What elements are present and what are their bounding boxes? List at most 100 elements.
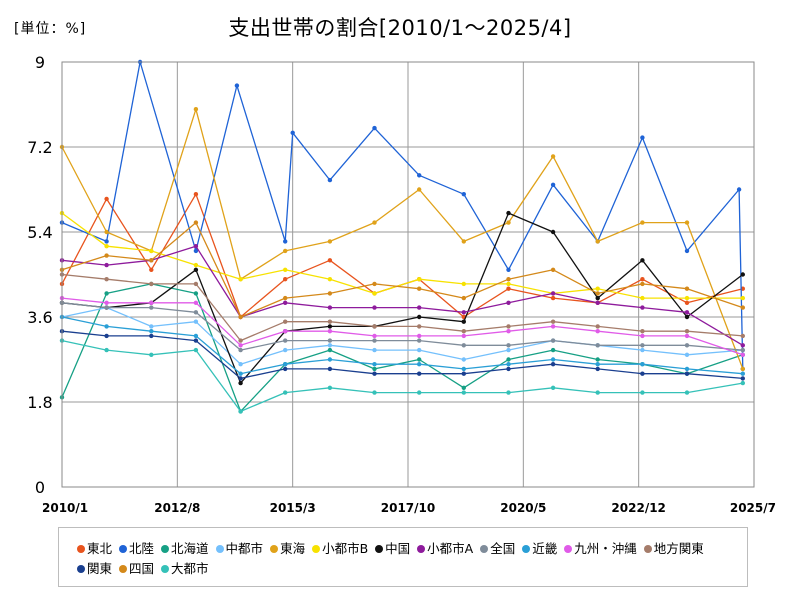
data-point [327,277,333,282]
legend-marker [77,545,85,553]
data-point [193,333,199,339]
data-point [550,291,556,296]
data-point [327,385,333,390]
data-point [104,324,109,329]
data-point [104,262,109,268]
data-point [461,192,466,197]
data-point [238,371,243,376]
y-tick-label: 3.6 [27,308,52,327]
legend-label: 小都市B [322,541,369,556]
legend-label: 地方関東 [653,541,704,556]
data-point [372,305,377,310]
data-point [684,329,690,334]
legend-label: 中都市 [225,541,264,556]
data-point [372,347,377,353]
data-point [193,107,199,112]
legend-label: 東北 [87,541,113,556]
data-point [238,376,243,381]
legend-item: 九州・沖縄 [564,539,637,559]
data-point [740,333,745,339]
data-point [238,343,243,348]
data-point [327,319,333,324]
data-point [740,347,745,353]
data-point [149,281,154,287]
data-point [640,343,645,348]
data-point [550,267,556,272]
data-point [417,338,422,343]
data-point [740,376,745,381]
data-point [149,248,154,254]
data-point [372,220,377,225]
data-point [104,347,109,353]
data-point [290,130,295,135]
legend-item: 四国 [119,559,154,579]
x-tick-label: 2020/5 [500,501,546,515]
data-point [149,305,154,310]
x-tick-label: 2012/8 [154,501,200,515]
data-point [372,125,377,131]
data-point [550,154,556,159]
data-point [640,362,645,367]
data-point [595,329,600,334]
data-point [327,177,333,183]
x-tick-label: 2017/10 [381,501,435,515]
data-point [461,343,466,348]
legend: 東北 北陸 北海道 中都市 東海 小都市B 中国 小都市A 全国 近畿 九州・沖縄 地方関東関東 四国 大… [58,527,748,587]
data-point [506,286,511,291]
data-point [506,362,511,367]
legend-marker [270,545,279,553]
legend-label: 東海 [280,541,306,556]
series-13 [59,220,745,320]
data-point [736,187,742,192]
series-line [61,221,744,318]
data-point [740,371,745,376]
data-point [595,390,600,395]
series-line [61,339,743,413]
data-point [640,258,645,263]
data-point [684,310,690,315]
data-point [595,343,600,348]
data-point [372,366,377,372]
legend-item: 地方関東 [643,539,704,559]
data-point [149,329,154,334]
data-point [640,220,645,225]
data-point [372,362,377,367]
data-point [550,338,556,343]
data-point [550,324,556,329]
data-point [327,338,333,343]
data-point [640,305,645,310]
data-point [684,371,690,376]
data-point [417,333,422,339]
x-axis-labels: 2010/1 2012/8 2015/3 2017/10 2020/5 2022/12 20… [42,501,776,515]
data-point [506,390,511,395]
data-point [104,305,109,310]
data-point [283,277,288,282]
legend-label: 九州・沖縄 [574,541,637,556]
data-point [595,291,600,296]
series-9 [59,314,745,376]
legend-marker [417,545,426,553]
data-point [104,253,109,258]
data-point [417,324,422,329]
data-point [640,329,645,334]
data-point [506,366,511,372]
series-10 [59,295,745,357]
data-point [149,352,154,357]
data-point [283,319,288,324]
data-point [595,295,600,301]
legend-marker [161,545,170,553]
data-point [149,333,154,339]
data-point [595,366,600,372]
legend-item: 小都市A [417,539,473,559]
legend-item: 東北 [77,539,112,559]
data-point [193,192,199,197]
data-point [740,380,745,386]
legend-item: 北海道 [161,539,209,559]
legend-marker [215,545,224,553]
data-point [740,343,745,348]
data-point [372,338,377,343]
data-point [417,277,422,282]
legend-item: 中都市 [215,539,264,559]
data-point [193,267,199,272]
y-tick-label: 0 [35,478,45,497]
